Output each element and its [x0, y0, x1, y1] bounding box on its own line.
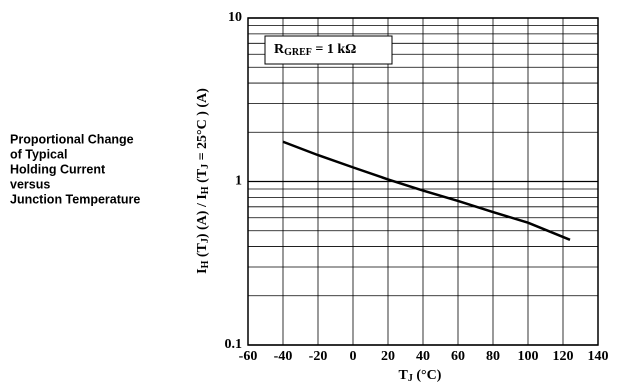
y-tick-label: 0.1 — [225, 337, 243, 352]
x-tick-label: 20 — [381, 349, 395, 364]
x-axis-label-part: T — [399, 368, 409, 383]
y-axis-label-part: J — [200, 238, 211, 243]
caption-line: versus — [10, 177, 50, 191]
x-axis-label: TJ (°C) — [399, 368, 442, 383]
x-tick-label: 0 — [350, 349, 357, 364]
y-axis-label-part: = 25°C ) (A) — [195, 88, 210, 164]
x-tick-label: -40 — [274, 349, 293, 364]
caption-line: Holding Current — [10, 162, 106, 176]
y-axis-label: IH (TJ) (A) / IH (TJ = 25°C ) (A) — [195, 88, 211, 274]
annotation: RGREF = 1 kΩ — [274, 42, 356, 58]
y-tick-label: 1 — [235, 174, 242, 189]
caption-line: of Typical — [10, 147, 67, 161]
annotation-part: R — [274, 42, 285, 57]
x-axis-label-part: (°C) — [413, 368, 442, 383]
caption-line: Junction Temperature — [10, 192, 140, 206]
x-tick-label: -60 — [239, 349, 258, 364]
annotation-part: GREF — [284, 47, 312, 58]
y-axis-label-part: I — [195, 268, 210, 273]
x-tick-label: 60 — [451, 349, 465, 364]
x-axis-label-part: J — [408, 373, 413, 383]
x-tick-label: 40 — [416, 349, 430, 364]
data-line — [282, 140, 571, 241]
x-tick-label: 80 — [486, 349, 500, 364]
x-tick-label: 140 — [588, 349, 609, 364]
y-axis-label-part: (T — [195, 242, 210, 260]
caption-line: Proportional Change — [10, 132, 134, 146]
x-tick-label: 120 — [553, 349, 574, 364]
plot-frame — [247, 17, 599, 346]
x-tick-label: -20 — [309, 349, 328, 364]
y-axis-label-part: J — [200, 164, 211, 169]
annotation-box — [264, 35, 393, 65]
annotation-part: = 1 kΩ — [312, 42, 356, 57]
y-axis-label-part: H — [200, 260, 211, 268]
y-tick-label: 10 — [228, 10, 242, 25]
y-axis-label-part: H — [200, 186, 211, 194]
y-axis-label-part: (T — [195, 168, 210, 186]
x-tick-label: 100 — [518, 349, 539, 364]
y-axis-label-part: ) (A) / I — [195, 194, 210, 238]
